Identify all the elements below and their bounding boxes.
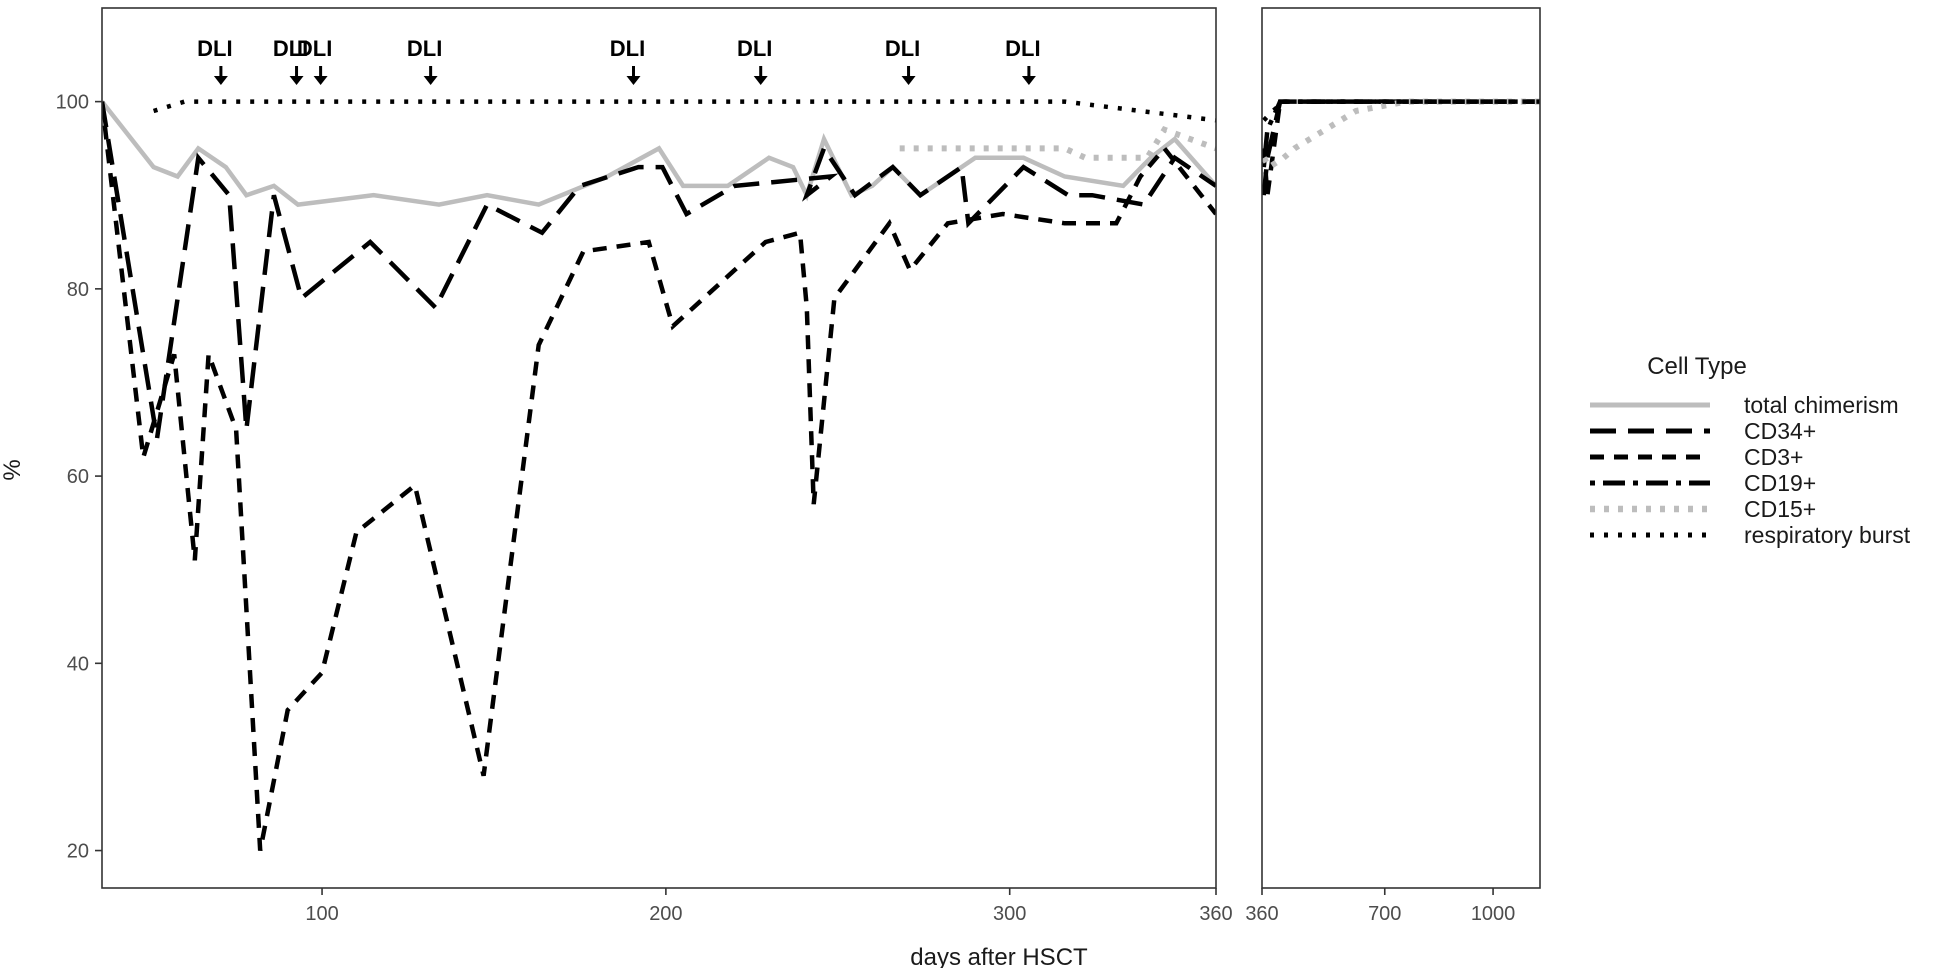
series-line-total-chimerism-panel-1 <box>102 100 1216 207</box>
y-tick-label: 100 <box>56 92 89 114</box>
dli-label: DLI <box>610 36 645 61</box>
x-tick-label: 100 <box>305 903 338 925</box>
left-panel-border <box>101 7 1217 889</box>
dli-annotation: DLI <box>407 36 442 85</box>
right-panel: 360 700 1000 <box>1245 7 1541 925</box>
legend-label-cd15: CD15+ <box>1744 496 1816 522</box>
dli-annotation: DLI <box>737 36 772 85</box>
y-tick-label: 20 <box>67 841 89 863</box>
legend-label-total-chimerism: total chimerism <box>1744 392 1899 418</box>
dli-label: DLI <box>273 36 308 61</box>
dli-annotation: DLI <box>273 36 308 85</box>
y-axis-title: % <box>0 459 26 480</box>
dli-label: DLI <box>407 36 442 61</box>
dli-annotation: DLI <box>197 36 233 85</box>
series-line-respiratory-burst-panel-1 <box>152 99 1216 123</box>
y-tick-label: 60 <box>67 466 89 488</box>
dli-arrow-head <box>1021 76 1036 85</box>
series-line-cd34-panel-1 <box>102 101 1216 439</box>
legend: Cell Type total chimerismCD34+CD3+CD19+C… <box>1590 353 1911 548</box>
dli-arrow-head <box>313 76 328 85</box>
dli-label: DLI <box>297 36 332 61</box>
dli-arrow-head <box>626 76 641 85</box>
dli-label: DLI <box>737 36 772 61</box>
legend-label-respiratory-burst: respiratory burst <box>1744 522 1911 548</box>
legend-label-cd34: CD34+ <box>1744 418 1816 444</box>
x-axis-title: days after HSCT <box>910 944 1088 968</box>
dli-label: DLI <box>885 36 920 61</box>
dli-arrow-head <box>423 76 438 85</box>
x-tick-label: 360 <box>1245 903 1278 925</box>
dli-label: DLI <box>197 36 232 61</box>
x-tick-label: 360 <box>1199 903 1232 925</box>
x-tick-label: 300 <box>993 903 1026 925</box>
series-line-respiratory-burst-panel-2 <box>1262 99 1540 122</box>
series-line-cd15-panel-2 <box>1262 98 1540 172</box>
dli-annotation: DLI <box>885 36 920 85</box>
legend-label-cd19: CD19+ <box>1744 470 1816 496</box>
x-tick-label: 200 <box>649 903 682 925</box>
legend-title: Cell Type <box>1647 353 1747 380</box>
dli-arrow-head <box>213 76 228 85</box>
y-tick-label: 40 <box>67 653 89 675</box>
dli-arrow-head <box>901 76 916 85</box>
dli-label: DLI <box>1005 36 1040 61</box>
legend-label-cd3: CD3+ <box>1744 444 1803 470</box>
dli-annotation: DLI <box>610 36 645 85</box>
dli-annotation: DLI <box>297 36 332 85</box>
x-tick-label: 700 <box>1368 903 1401 925</box>
dli-arrow-head <box>289 76 304 85</box>
dli-arrow-head <box>753 76 768 85</box>
dli-annotation: DLI <box>1005 36 1041 85</box>
y-tick-label: 80 <box>67 279 89 301</box>
x-tick-label: 1000 <box>1471 903 1516 925</box>
right-panel-border <box>1261 7 1541 889</box>
